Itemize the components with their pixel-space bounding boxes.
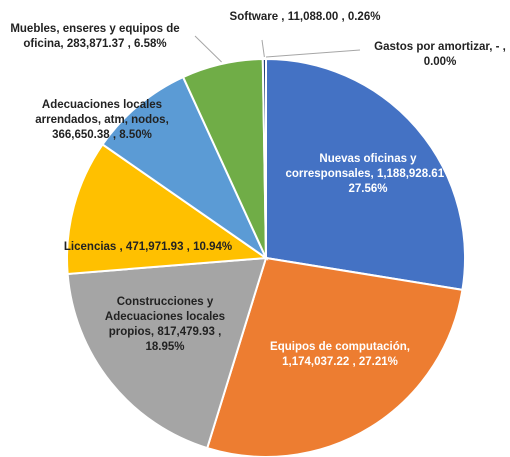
label-name: Construcciones y Adecuaciones locales pr… [104, 296, 226, 338]
label-name: Nuevas oficinas y corresponsales, [285, 153, 417, 180]
label-percent: 18.95% [145, 341, 185, 353]
label-percent: 10.94% [193, 241, 233, 253]
data-label: Construcciones y Adecuaciones locales pr… [90, 295, 240, 355]
label-value: 1,174,037.22 , [282, 356, 356, 368]
label-name: Equipos de computación, [270, 341, 410, 353]
label-name: Muebles, enseres y equipos de oficina, [10, 23, 180, 50]
data-label: Muebles, enseres y equipos de oficina, 2… [0, 22, 193, 52]
label-value: 817,479.93 , [157, 326, 222, 338]
pie-slice [265, 57, 466, 292]
label-value: 1,188,928.61 , [376, 168, 451, 180]
leader-line [265, 49, 361, 58]
data-label: Gastos por amortizar, - , 0.00% [365, 40, 510, 70]
pie-slice [101, 75, 269, 261]
leader-line [261, 39, 265, 58]
label-percent: 0.00% [423, 56, 457, 68]
label-name: Software , [229, 11, 285, 23]
label-percent: 27.56% [348, 183, 388, 195]
label-value: 471,971.93 , [125, 241, 190, 253]
label-name: Adecuaciones locales arrendados, atm, no… [35, 99, 169, 126]
label-name: Gastos por amortizar, [374, 41, 493, 53]
data-label: Equipos de computación, 1,174,037.22 , 2… [240, 340, 440, 370]
label-value: - , [495, 41, 506, 53]
data-label: Nuevas oficinas y corresponsales, 1,188,… [283, 152, 453, 197]
data-label: Licencias , 471,971.93 , 10.94% [63, 240, 233, 255]
label-percent: 27.21% [358, 356, 398, 368]
label-name: Licencias , [63, 241, 123, 253]
data-label: Software , 11,088.00 , 0.26% [225, 10, 385, 25]
label-value: 366,650.38 , [52, 129, 117, 141]
leader-line [194, 35, 222, 63]
label-percent: 8.50% [119, 129, 152, 141]
pie-slice [66, 256, 268, 450]
label-value: 283,871.37 , [66, 38, 131, 50]
label-value: 11,088.00 , [287, 11, 345, 23]
pie-slice [66, 143, 269, 276]
data-label: Adecuaciones locales arrendados, atm, no… [17, 98, 187, 143]
pie-slice [205, 256, 464, 457]
label-percent: 0.26% [347, 11, 381, 23]
label-percent: 6.58% [134, 38, 167, 50]
pie-slice [261, 57, 267, 259]
